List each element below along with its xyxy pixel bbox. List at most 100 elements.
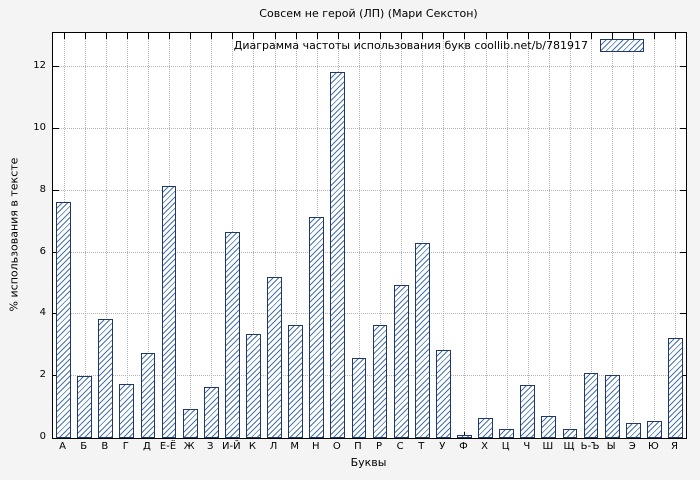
bar [119, 383, 135, 438]
bar [203, 387, 219, 438]
bar [330, 71, 346, 438]
bar [520, 385, 536, 438]
bar [414, 243, 430, 438]
x-tick-mark [380, 33, 382, 39]
grid-line-horizontal [53, 127, 686, 129]
legend-label: Диаграмма частоты использования букв coo… [233, 39, 588, 52]
x-tick-mark [527, 33, 529, 39]
x-tick-mark [654, 33, 656, 39]
grid-line-vertical [569, 33, 571, 438]
x-tick-label: Э [628, 441, 636, 452]
bar [499, 428, 515, 438]
y-tick-label: 2 [39, 369, 46, 381]
grid-line-horizontal [53, 66, 686, 68]
grid-line-vertical [548, 33, 550, 438]
grid-line-vertical [401, 33, 403, 438]
x-tick-mark [232, 33, 234, 39]
x-tick-label: П [354, 441, 362, 452]
bar [309, 216, 325, 438]
y-tick-label: 4 [39, 307, 46, 319]
bar [541, 416, 557, 438]
bar [288, 325, 304, 438]
bar [435, 349, 451, 438]
y-tick-mark [53, 313, 59, 315]
grid-line-vertical [84, 33, 86, 438]
bar [478, 417, 493, 438]
x-tick-label: Щ [563, 441, 575, 452]
x-tick-mark [126, 33, 128, 39]
x-tick-label: И-Й [222, 441, 241, 452]
x-tick-label: Ж [183, 441, 195, 452]
grid-line-vertical [527, 33, 529, 438]
x-tick-mark [569, 33, 571, 39]
y-tick-label: 6 [39, 245, 46, 257]
x-tick-mark [612, 33, 614, 39]
x-tick-mark [63, 33, 65, 39]
grid-line-horizontal [53, 189, 686, 191]
x-tick-label: В [101, 441, 109, 452]
bar [457, 434, 472, 438]
legend: Диаграмма частоты использования букв coo… [234, 39, 644, 52]
x-tick-label: Б [80, 441, 88, 452]
x-tick-label: Е-Ё [159, 441, 177, 452]
bar [583, 373, 599, 438]
chart-title: Совсем не герой (ЛП) (Мари Секстон) [259, 7, 478, 20]
bar [393, 284, 409, 438]
x-tick-mark [358, 33, 360, 39]
x-tick-mark [591, 33, 593, 39]
grid-line-horizontal [53, 313, 686, 315]
grid-line-vertical [675, 33, 677, 438]
x-tick-mark [443, 33, 445, 39]
bar [98, 318, 114, 438]
x-tick-label: Я [670, 441, 678, 452]
grid-line-vertical [612, 33, 614, 438]
x-tick-mark [337, 33, 339, 39]
y-tick-mark [53, 251, 59, 253]
y-tick-mark [680, 189, 686, 191]
bar [562, 428, 578, 438]
legend-swatch [600, 39, 644, 52]
plot-area: Диаграмма частоты использования букв coo… [52, 32, 687, 439]
bar [224, 232, 240, 438]
x-tick-label: А [59, 441, 66, 452]
bar [351, 357, 367, 438]
x-tick-mark [147, 33, 149, 39]
x-tick-label: Ф [459, 441, 468, 452]
x-tick-mark [105, 33, 107, 39]
y-tick-mark [53, 189, 59, 191]
x-tick-label: У [439, 441, 446, 452]
bar [246, 334, 261, 438]
x-tick-label: М [290, 441, 299, 452]
x-tick-label: Д [143, 441, 151, 452]
grid-line-vertical [358, 33, 360, 438]
x-tick-mark [401, 33, 403, 39]
y-tick-label: 0 [39, 431, 46, 442]
x-tick-mark [190, 33, 192, 39]
grid-line-vertical [591, 33, 593, 438]
grid-line-vertical [190, 33, 192, 438]
bar [267, 277, 282, 438]
bar [668, 337, 683, 438]
bar [140, 352, 156, 438]
grid-line-vertical [506, 33, 508, 438]
x-tick-label: Ы [606, 441, 616, 452]
y-tick-mark [680, 251, 686, 253]
x-tick-mark [253, 33, 255, 39]
x-tick-label: Ч [523, 441, 531, 452]
grid-line-vertical [443, 33, 445, 438]
grid-line-vertical [485, 33, 487, 438]
grid-line-vertical [211, 33, 213, 438]
x-tick-label: С [396, 441, 404, 452]
y-tick-label: 12 [33, 60, 46, 71]
grid-line-horizontal [53, 375, 686, 377]
x-tick-mark [169, 33, 171, 39]
grid-line-vertical [126, 33, 128, 438]
x-axis-title: Буквы [350, 456, 387, 469]
y-tick-mark [53, 66, 59, 68]
x-tick-label: О [332, 441, 341, 452]
x-tick-label: Т [418, 441, 425, 452]
bar [625, 422, 641, 438]
x-tick-label: Н [311, 441, 320, 452]
bar [372, 325, 388, 438]
